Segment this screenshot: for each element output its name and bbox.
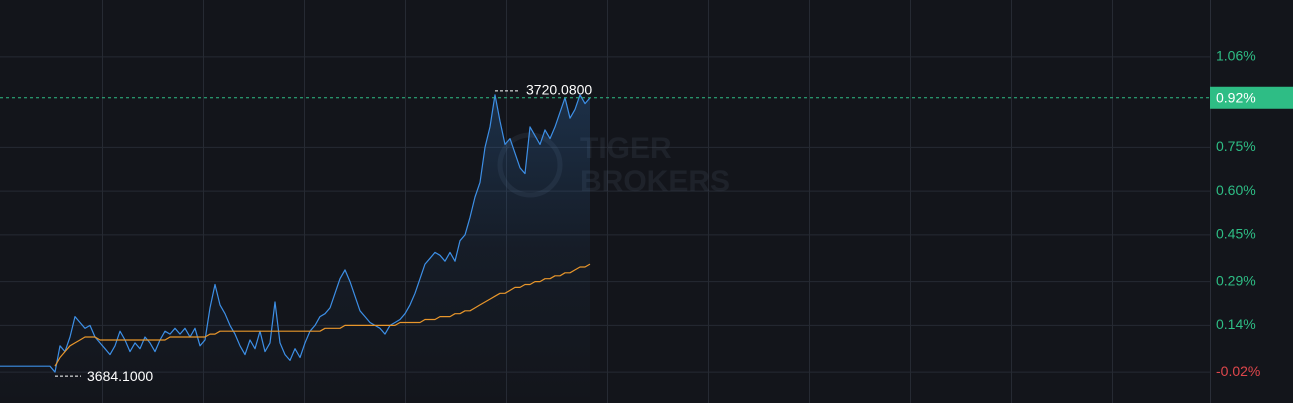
y-tick-label: 0.29% (1216, 272, 1256, 288)
y-tick-label: 0.14% (1216, 316, 1256, 332)
y-tick-label: -0.02% (1216, 363, 1260, 379)
last-price-box (1210, 86, 1293, 109)
series-line (0, 94, 591, 373)
y-tick-label: 1.06% (1216, 48, 1256, 64)
y-tick-label: 0.60% (1216, 182, 1256, 198)
price-area (0, 94, 590, 403)
y-tick-label: 0.75% (1216, 138, 1256, 154)
y-tick-label: 0.45% (1216, 226, 1256, 242)
low-label: 3684.1000 (87, 368, 153, 384)
watermark-text: TIGER (580, 132, 672, 165)
series-line (54, 263, 591, 367)
high-label: 3720.0800 (526, 82, 592, 98)
watermark-text: BROKERS (580, 165, 730, 198)
plot: 3720.0800 3684.1000 0.92% (0, 82, 1293, 403)
last-price-label: 0.92% (1216, 89, 1256, 105)
